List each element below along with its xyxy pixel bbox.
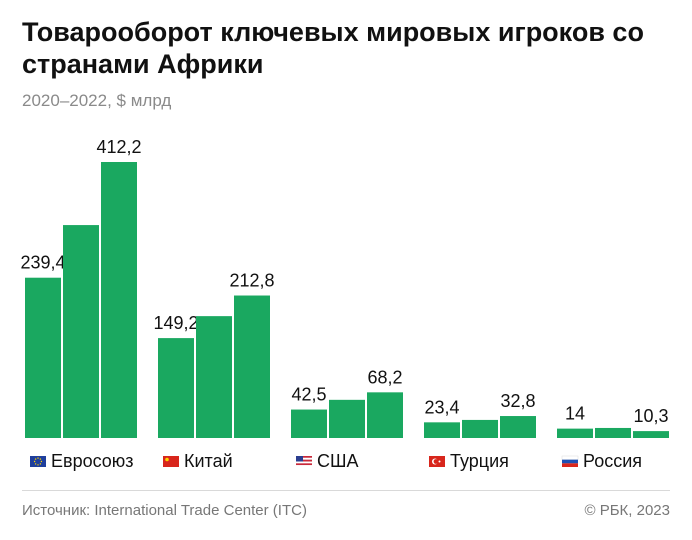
usa-flag-canton [296,456,303,462]
bar-4-2021 [462,419,498,438]
bar-1-2022 [101,162,137,438]
eu-flag-star [34,463,37,465]
china-flag-star [165,457,169,462]
usa-flag-stripe [296,465,312,467]
eu-flag-star [40,460,43,463]
data-label: 412,2 [96,137,141,157]
bar-4-2022 [500,416,536,438]
category-label: Евросоюз [51,451,134,471]
bar-1-2021 [63,225,99,438]
eu-flag-star [37,457,39,459]
eu-flag-star [37,464,39,466]
source-note: Источник: International Trade Center (IT… [22,502,307,519]
bar-1-2020 [25,277,61,438]
copyright-note: © РБК, 2023 [584,502,670,519]
usa-flag-stripe [296,463,312,466]
category-label: Китай [184,451,233,471]
category-label: Россия [583,451,642,471]
bar-2-2020 [158,338,194,438]
data-label: 23,4 [424,397,459,417]
bar-2-2021 [196,316,232,438]
bar-5-2022 [633,431,669,438]
footer-divider [22,490,670,491]
usa-flag-stripe [296,457,312,460]
chart-subtitle: 2020–2022, $ млрд [22,91,172,110]
eu-flag-background [30,456,46,467]
data-label: 32,8 [500,391,535,411]
turkey-flag-crescent-inner [433,459,439,464]
eu-flag-star [33,460,36,463]
china-flag-background [163,456,179,467]
bar-chart: 239,4 412,2 Евросоюз 149,2 212,8 Китай 42,5 68,… [20,137,669,471]
usa-flag-stripe [296,461,312,464]
bar-5-2020 [557,428,593,438]
chart-title: Товарооборот ключевых мировых игроков со… [22,17,644,79]
russia-flag-red [562,463,578,467]
eu-flag-star [39,463,42,465]
data-label: 239,4 [20,253,65,273]
data-label: 212,8 [229,271,274,291]
turkey-flag-star [438,460,441,463]
category-label: США [317,451,359,471]
bar-5-2021 [595,427,631,438]
russia-flag-blue [562,459,578,464]
bar-3-2021 [329,399,365,438]
bar-3-2022 [367,392,403,438]
data-label: 149,2 [153,313,198,333]
usa-flag-stripe [296,459,312,462]
data-label: 10,3 [633,406,668,426]
category-label: Турция [450,451,509,471]
russia-flag-white [561,455,579,460]
data-label: 68,2 [367,367,402,387]
data-label: 14 [565,404,585,424]
usa-flag-stripe [296,456,312,458]
bar-3-2020 [291,409,327,438]
data-label: 42,5 [291,385,326,405]
bar-2-2022 [234,295,270,438]
eu-flag-star [39,458,42,460]
bar-4-2020 [424,422,460,438]
eu-flag-star [34,458,37,460]
